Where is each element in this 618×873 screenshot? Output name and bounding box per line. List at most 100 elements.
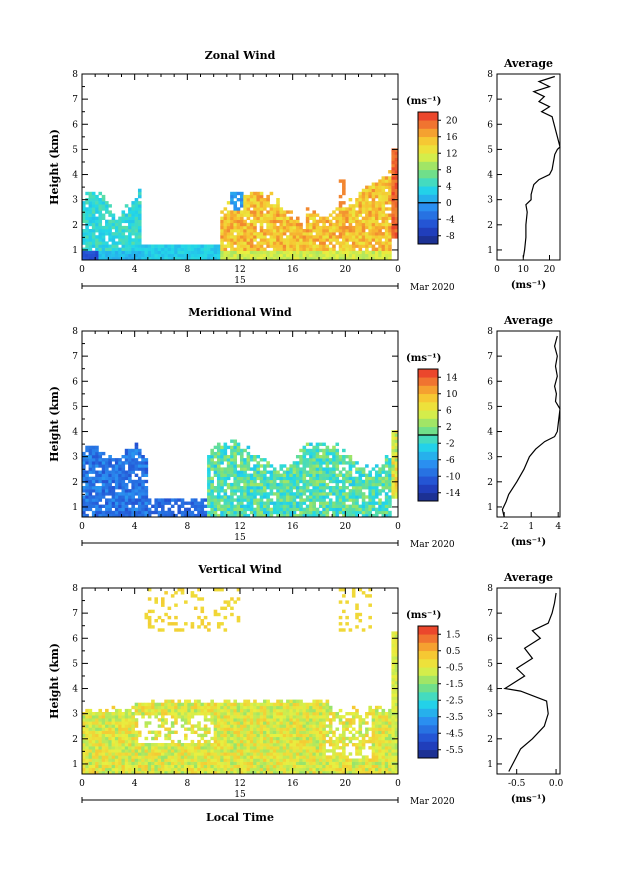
heatmap-cell	[381, 185, 386, 189]
heatmap-cell	[309, 770, 313, 775]
heatmap-cell	[355, 225, 359, 230]
heatmap-cell	[299, 699, 303, 703]
heatmap-cell	[348, 495, 353, 499]
heatmap-cell	[236, 702, 241, 707]
heatmap-cell	[200, 619, 205, 623]
heatmap-cell	[259, 219, 264, 224]
heatmap-cell	[226, 743, 231, 747]
heatmap-cell	[256, 489, 261, 493]
heatmap-cell	[384, 213, 389, 217]
heatmap-cell	[105, 498, 109, 502]
heatmap-cell	[105, 739, 109, 744]
heatmap-cell	[249, 770, 254, 775]
heatmap-cell	[302, 256, 307, 261]
heatmap-cell	[236, 761, 241, 765]
heatmap-cell	[289, 486, 293, 490]
heatmap-cell	[220, 749, 224, 753]
heatmap-cell	[269, 489, 274, 493]
average-unit: (ms⁻¹)	[511, 280, 546, 291]
heatmap-cell	[286, 256, 290, 261]
heatmap-cell	[368, 216, 372, 220]
heatmap-cell	[187, 743, 191, 747]
heatmap-cell	[332, 712, 336, 716]
heatmap-cell	[263, 715, 267, 719]
heatmap-cell	[342, 455, 346, 459]
heatmap-cell	[295, 721, 300, 725]
heatmap-cell	[230, 201, 234, 205]
heatmap-cell	[259, 752, 264, 756]
heatmap-cell	[246, 479, 251, 484]
heatmap-cell	[121, 213, 126, 217]
heatmap-cell	[141, 482, 145, 487]
heatmap-cell	[236, 229, 241, 233]
heatmap-cell	[243, 705, 247, 710]
heatmap-cell	[342, 755, 346, 759]
average-x-tick-label: 4	[555, 522, 561, 532]
heatmap-cell	[131, 718, 135, 722]
heatmap-cell	[365, 473, 369, 477]
heatmap-cell	[378, 229, 382, 233]
heatmap-cell	[243, 749, 247, 753]
heatmap-cell	[164, 749, 168, 753]
heatmap-cell	[388, 170, 392, 174]
heatmap-cell	[368, 507, 372, 512]
heatmap-cell	[295, 770, 300, 775]
heatmap-cell	[91, 241, 96, 245]
heatmap-cell	[207, 470, 211, 474]
heatmap-cell	[292, 241, 297, 245]
heatmap-cell	[154, 597, 159, 601]
heatmap-cell	[220, 718, 224, 722]
y-tick-label: 3	[72, 196, 78, 206]
heatmap-cell	[240, 486, 244, 490]
heatmap-cell	[289, 715, 293, 719]
heatmap-cell	[220, 752, 224, 756]
colorbar-swatch	[418, 112, 438, 121]
heatmap-cell	[95, 501, 99, 505]
heatmap-cell	[253, 507, 257, 512]
heatmap-cell	[338, 461, 343, 465]
heatmap-cell	[230, 767, 234, 772]
heatmap-cell	[124, 767, 129, 772]
heatmap-cell	[223, 727, 228, 731]
heatmap-cell	[259, 238, 264, 242]
heatmap-cell	[121, 455, 126, 459]
heatmap-cell	[213, 256, 218, 261]
heatmap-cell	[220, 708, 224, 713]
heatmap-cell	[246, 473, 251, 477]
heatmap-cell	[85, 761, 89, 765]
heatmap-cell	[243, 225, 247, 230]
heatmap-cell	[348, 210, 353, 214]
heatmap-cell	[384, 250, 389, 255]
heatmap-cell	[134, 510, 139, 515]
heatmap-cell	[131, 210, 135, 214]
heatmap-cell	[322, 250, 326, 255]
heatmap-cell	[272, 250, 277, 255]
heatmap-cell	[141, 758, 145, 762]
heatmap-cell	[338, 207, 343, 211]
heatmap-cell	[253, 256, 257, 261]
heatmap-cell	[365, 194, 369, 199]
heatmap-cell	[342, 767, 346, 772]
heatmap-cell	[216, 752, 221, 756]
heatmap-cell	[378, 482, 382, 487]
heatmap-cell	[144, 770, 149, 775]
heatmap-cell	[328, 501, 333, 505]
heatmap-cell	[388, 232, 392, 236]
heatmap-cell	[220, 467, 224, 471]
heatmap-cell	[144, 253, 149, 258]
heatmap-cell	[121, 229, 126, 233]
heatmap-cell	[305, 702, 310, 707]
heatmap-cell	[322, 513, 326, 518]
heatmap-cell	[161, 244, 165, 248]
heatmap-cell	[118, 222, 122, 227]
heatmap-cell	[147, 501, 152, 505]
x-tick-label: 0	[79, 265, 85, 275]
heatmap-cell	[259, 464, 264, 468]
heatmap-cell	[184, 513, 188, 518]
heatmap-cell	[374, 238, 379, 242]
heatmap-cell	[319, 721, 323, 725]
heatmap-cell	[342, 244, 346, 248]
heatmap-cell	[305, 718, 310, 722]
heatmap-cell	[322, 219, 326, 224]
heatmap-cell	[236, 222, 241, 227]
